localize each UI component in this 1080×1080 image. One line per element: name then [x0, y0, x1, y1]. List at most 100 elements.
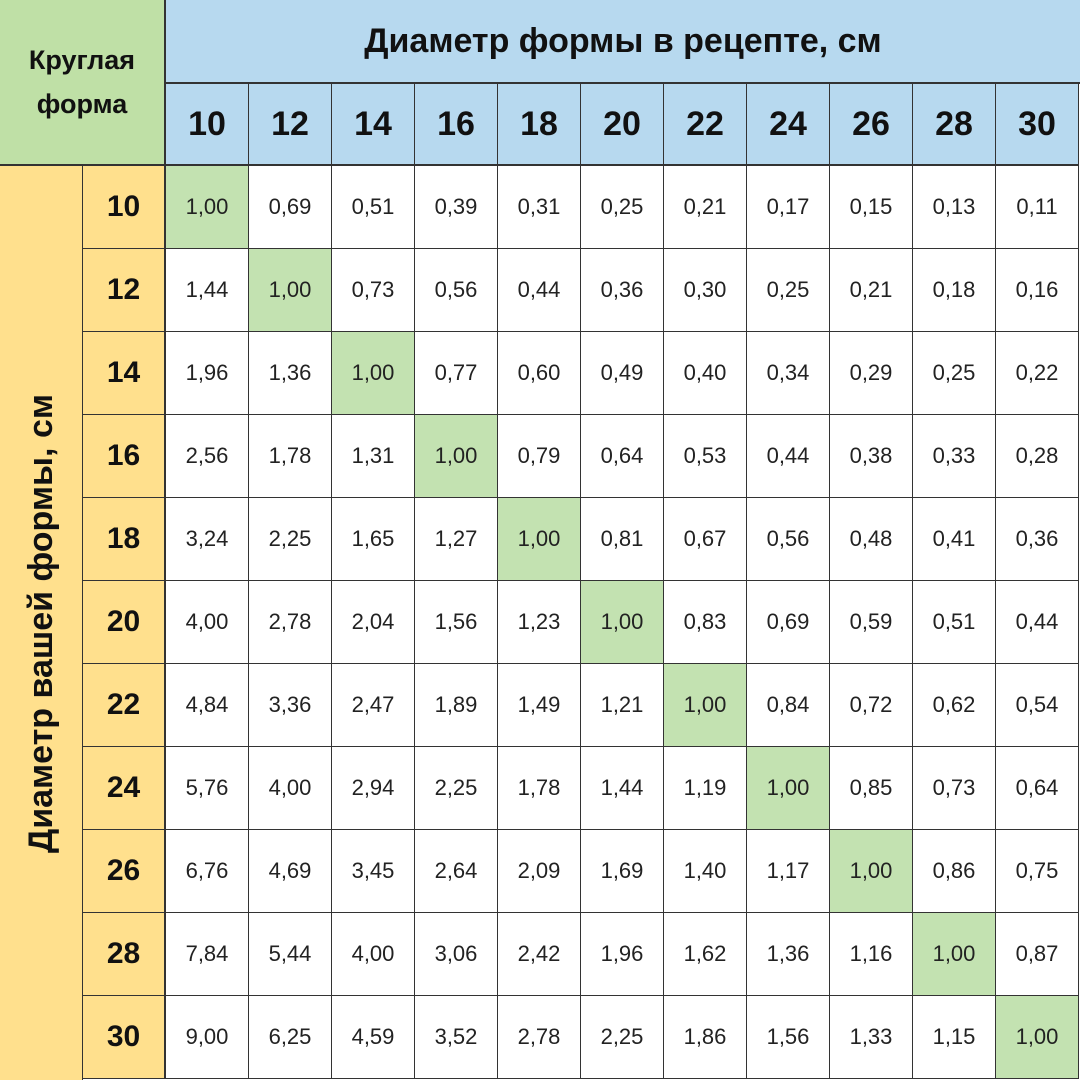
table-cell: 0,77 [415, 332, 498, 415]
table-cell: 0,56 [747, 498, 830, 581]
table-cell: 0,31 [498, 166, 581, 249]
table-cell: 0,11 [996, 166, 1079, 249]
corner-label-line-2: форма [36, 89, 128, 119]
table-cell: 0,85 [830, 747, 913, 830]
table-cell: 1,78 [249, 415, 332, 498]
table-cell: 0,25 [747, 249, 830, 332]
table-cell: 2,78 [249, 581, 332, 664]
table-cell: 1,96 [581, 913, 664, 996]
table-cell: 3,45 [332, 830, 415, 913]
table-cell: 1,56 [747, 996, 830, 1079]
table-cell: 0,49 [581, 332, 664, 415]
table-cell: 0,59 [830, 581, 913, 664]
row-title-text: Диаметр вашей формы, см [21, 393, 60, 853]
table-cell: 0,36 [996, 498, 1079, 581]
column-header: 14 [332, 84, 415, 166]
table-cell: 0,73 [332, 249, 415, 332]
table-cell: 0,18 [913, 249, 996, 332]
table-cell: 1,86 [664, 996, 747, 1079]
table-cell: 0,13 [913, 166, 996, 249]
table-cell: 0,56 [415, 249, 498, 332]
table-cell: 0,30 [664, 249, 747, 332]
table-cell: 1,44 [166, 249, 249, 332]
corner-header: Круглая форма [0, 0, 166, 166]
column-header: 28 [913, 84, 996, 166]
value-grid: 1,00 0,69 0,51 0,39 0,31 0,25 0,21 0,17 0,15 0,13… [166, 166, 1079, 1079]
table-cell: 2,25 [581, 996, 664, 1079]
table-cell: 0,36 [581, 249, 664, 332]
column-header: 20 [581, 84, 664, 166]
table-cell: 0,44 [996, 581, 1079, 664]
table-cell: 3,52 [415, 996, 498, 1079]
table-cell: 4,00 [249, 747, 332, 830]
table-cell: 0,21 [830, 249, 913, 332]
table-cell-diagonal: 1,00 [996, 996, 1079, 1079]
table-cell: 0,87 [996, 913, 1079, 996]
table-cell: 0,81 [581, 498, 664, 581]
table-cell: 0,40 [664, 332, 747, 415]
table-cell: 0,75 [996, 830, 1079, 913]
table-cell: 1,36 [747, 913, 830, 996]
row-header: 12 [83, 249, 166, 332]
table-cell: 0,22 [996, 332, 1079, 415]
table-cell: 1,15 [913, 996, 996, 1079]
column-header: 10 [166, 84, 249, 166]
table-cell: 2,94 [332, 747, 415, 830]
table-cell-diagonal: 1,00 [415, 415, 498, 498]
column-header: 18 [498, 84, 581, 166]
table-cell: 0,15 [830, 166, 913, 249]
column-header: 12 [249, 84, 332, 166]
table-cell: 0,17 [747, 166, 830, 249]
table-cell: 0,69 [249, 166, 332, 249]
table-cell: 6,76 [166, 830, 249, 913]
table-cell: 7,84 [166, 913, 249, 996]
column-header: 30 [996, 84, 1079, 166]
table-cell: 0,25 [913, 332, 996, 415]
table-cell: 2,42 [498, 913, 581, 996]
table-cell: 4,00 [332, 913, 415, 996]
table-cell: 1,44 [581, 747, 664, 830]
table-cell-diagonal: 1,00 [913, 913, 996, 996]
table-cell: 1,17 [747, 830, 830, 913]
table-cell: 0,64 [996, 747, 1079, 830]
table-cell: 1,49 [498, 664, 581, 747]
table-cell: 0,39 [415, 166, 498, 249]
table-cell: 3,24 [166, 498, 249, 581]
table-cell: 1,23 [498, 581, 581, 664]
table-cell: 2,09 [498, 830, 581, 913]
table-cell: 6,25 [249, 996, 332, 1079]
table-cell: 0,79 [498, 415, 581, 498]
row-header-column: 10 12 14 16 18 20 22 24 26 28 30 [83, 166, 166, 1079]
table-cell: 1,65 [332, 498, 415, 581]
table-cell: 1,69 [581, 830, 664, 913]
table-cell: 0,62 [913, 664, 996, 747]
table-cell: 1,96 [166, 332, 249, 415]
table-cell: 0,28 [996, 415, 1079, 498]
column-header: 26 [830, 84, 913, 166]
table-cell-diagonal: 1,00 [830, 830, 913, 913]
table-cell: 1,36 [249, 332, 332, 415]
table-cell: 2,64 [415, 830, 498, 913]
row-header: 18 [83, 498, 166, 581]
row-header: 30 [83, 996, 166, 1079]
table-cell: 0,25 [581, 166, 664, 249]
table-cell: 0,73 [913, 747, 996, 830]
table-cell: 2,04 [332, 581, 415, 664]
table-cell: 0,60 [498, 332, 581, 415]
table-cell: 0,51 [913, 581, 996, 664]
table-cell: 4,59 [332, 996, 415, 1079]
row-header: 26 [83, 830, 166, 913]
column-header: 16 [415, 84, 498, 166]
table-cell: 3,06 [415, 913, 498, 996]
table-cell-diagonal: 1,00 [664, 664, 747, 747]
table-cell-diagonal: 1,00 [747, 747, 830, 830]
table-cell: 0,44 [498, 249, 581, 332]
table-cell: 0,51 [332, 166, 415, 249]
row-header: 14 [83, 332, 166, 415]
table-cell: 1,31 [332, 415, 415, 498]
table-cell: 0,16 [996, 249, 1079, 332]
table-cell-diagonal: 1,00 [332, 332, 415, 415]
table-cell: 0,29 [830, 332, 913, 415]
table-cell: 0,34 [747, 332, 830, 415]
table-cell: 2,25 [249, 498, 332, 581]
